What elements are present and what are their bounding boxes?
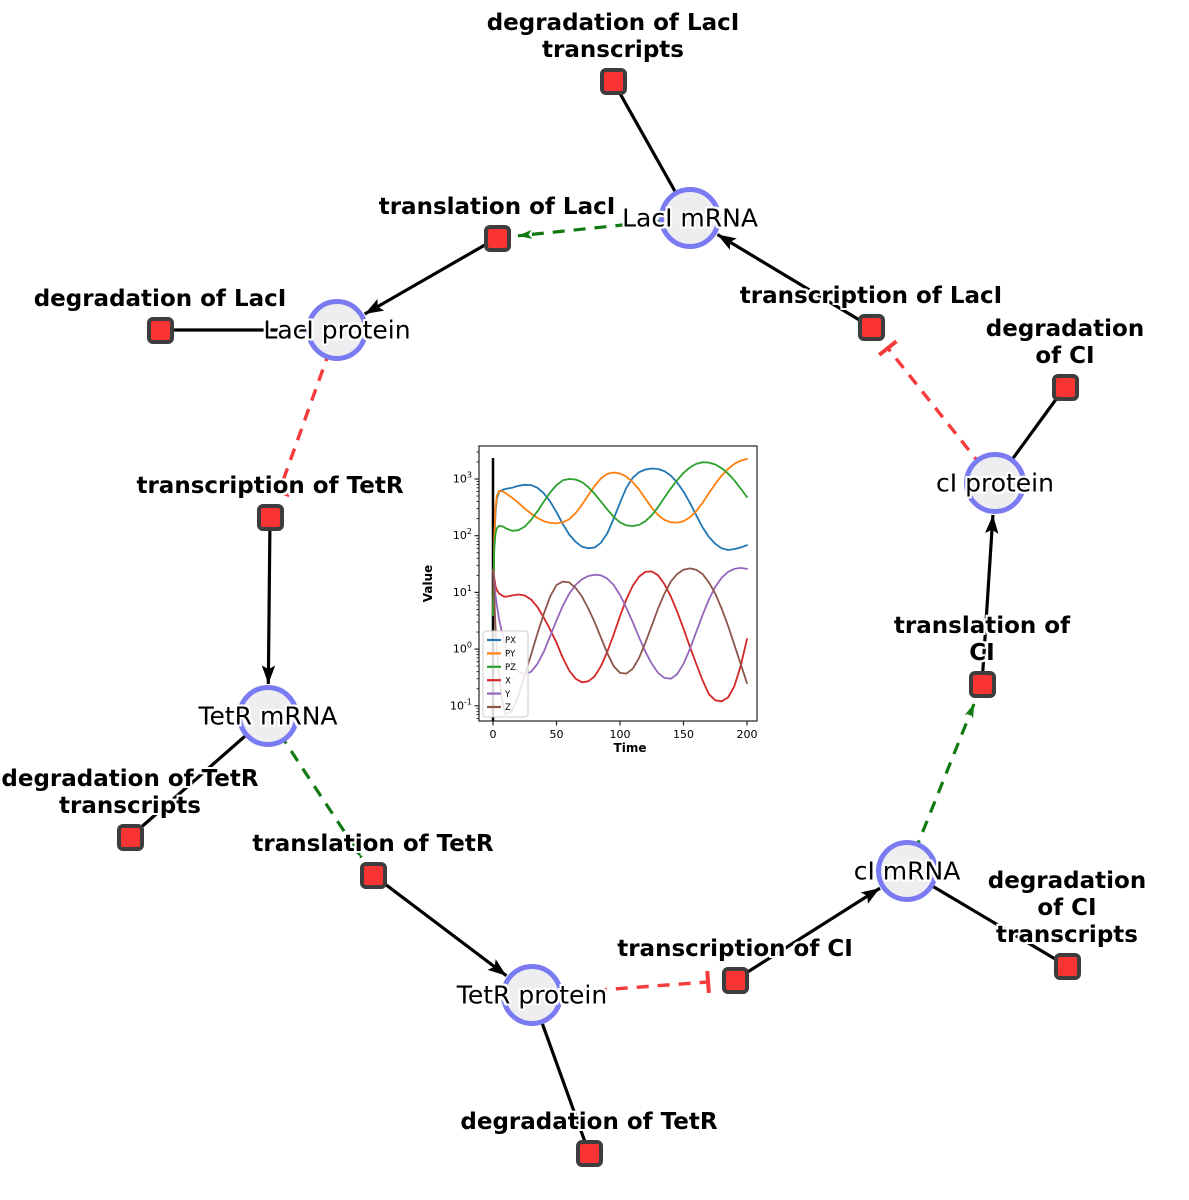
edge-production-transl-ci-ci-protein: [980, 514, 999, 685]
species-label-ci-mrna: cI mRNA: [853, 856, 961, 886]
edge-production-transcr-laci-laci-mrna: [716, 233, 872, 329]
species-label-laci-protein: LacI protein: [263, 315, 411, 345]
chart-ylabel: Value: [421, 565, 435, 603]
y-tick-label: 10-1: [450, 697, 472, 712]
species-label-laci-mrna: LacI mRNA: [622, 203, 758, 233]
reaction-node-deg-laci: [146, 316, 174, 344]
inhibition-tbar-transcr-tetr: [268, 485, 291, 498]
reaction-label-transl-tetr: translation of TetR: [252, 831, 494, 857]
chart-legend: PX PY PZ XYZ: [482, 630, 529, 718]
reaction-label-deg-ci-transcripts: degradation of CI transcripts: [987, 868, 1147, 948]
inhibition-tbar-transcr-laci: [877, 339, 898, 357]
chart-series-PZ: [492, 461, 748, 616]
legend-label-PX: PX: [505, 636, 516, 646]
reaction-node-transcr-laci: [857, 313, 885, 341]
edge-production-transcr-ci-ci-mrna: [734, 886, 881, 982]
species-label-tetr-protein: TetR protein: [456, 980, 608, 1010]
species-label-ci-protein: cI protein: [936, 468, 1054, 498]
x-tick-label: 150: [673, 728, 694, 741]
species-node-laci-mrna: [659, 187, 721, 249]
species-node-laci-protein: [306, 299, 368, 361]
reaction-label-deg-laci: degradation of LacI: [33, 286, 287, 312]
x-tick-label: 100: [610, 728, 631, 741]
species-node-tetr-protein: [501, 964, 563, 1026]
species-node-tetr-mrna: [237, 685, 299, 747]
chart-axes-frame: [478, 445, 758, 722]
x-tick-label: 0: [490, 728, 497, 741]
species-node-ci-mrna: [876, 840, 938, 902]
x-tick-label: 50: [550, 728, 564, 741]
chart-xlabel: Time: [614, 741, 647, 755]
species-label-tetr-mrna: TetR mRNA: [198, 701, 338, 731]
reaction-label-transcr-tetr: transcription of TetR: [136, 473, 404, 499]
reaction-label-deg-ci: degradation of CI: [985, 316, 1145, 369]
reaction-node-transl-laci: [483, 224, 511, 252]
edge-production-transl-tetr-tetr-protein: [372, 873, 508, 978]
chart-series-PY: [492, 458, 748, 616]
reaction-node-transcr-tetr: [256, 503, 284, 531]
reaction-node-deg-tetr: [575, 1139, 603, 1167]
reaction-node-transcr-ci: [721, 966, 749, 994]
legend-label-X: X: [505, 676, 511, 686]
reaction-node-transl-tetr: [359, 861, 387, 889]
y-tick-label: 100: [453, 641, 472, 656]
y-tick-label: 101: [453, 584, 472, 599]
reaction-label-deg-tetr-transcripts: degradation of TetR transcripts: [1, 766, 259, 819]
y-tick-label: 103: [453, 471, 472, 486]
species-node-ci-protein: [964, 452, 1026, 514]
inhibition-tbar-transcr-ci: [705, 970, 711, 994]
reaction-node-deg-tetr-transcripts: [116, 823, 144, 851]
reaction-node-deg-laci-transcripts: [599, 67, 627, 95]
chart-series-PX: [492, 467, 748, 616]
reaction-label-transcr-laci: transcription of LacI: [739, 283, 1003, 309]
x-tick-label: 200: [737, 728, 758, 741]
reaction-node-deg-ci: [1051, 373, 1079, 401]
reaction-label-deg-laci-transcripts: degradation of LacI transcripts: [486, 10, 740, 63]
edge-production-transcr-tetr-tetr-mrna: [261, 516, 276, 685]
edge-production-transl-laci-laci-protein: [363, 236, 498, 316]
legend-label-Z: Z: [505, 703, 511, 713]
legend-label-PY: PY: [505, 650, 516, 660]
reaction-label-transl-laci: translation of LacI: [378, 194, 616, 220]
reaction-label-transcr-ci: transcription of CI: [617, 936, 853, 962]
legend-label-Y: Y: [504, 690, 511, 700]
reaction-node-deg-ci-transcripts: [1053, 952, 1081, 980]
chart-ticks: [474, 451, 748, 726]
reaction-node-transl-ci: [968, 670, 996, 698]
reaction-label-deg-tetr: degradation of TetR: [460, 1109, 718, 1135]
reaction-label-transl-ci: translation of CI: [893, 613, 1071, 666]
y-tick-label: 102: [453, 527, 472, 542]
edge-consumption-ci-mrna-deg-ci-transcripts: [906, 869, 1068, 968]
legend-label-PZ: PZ: [505, 663, 516, 673]
